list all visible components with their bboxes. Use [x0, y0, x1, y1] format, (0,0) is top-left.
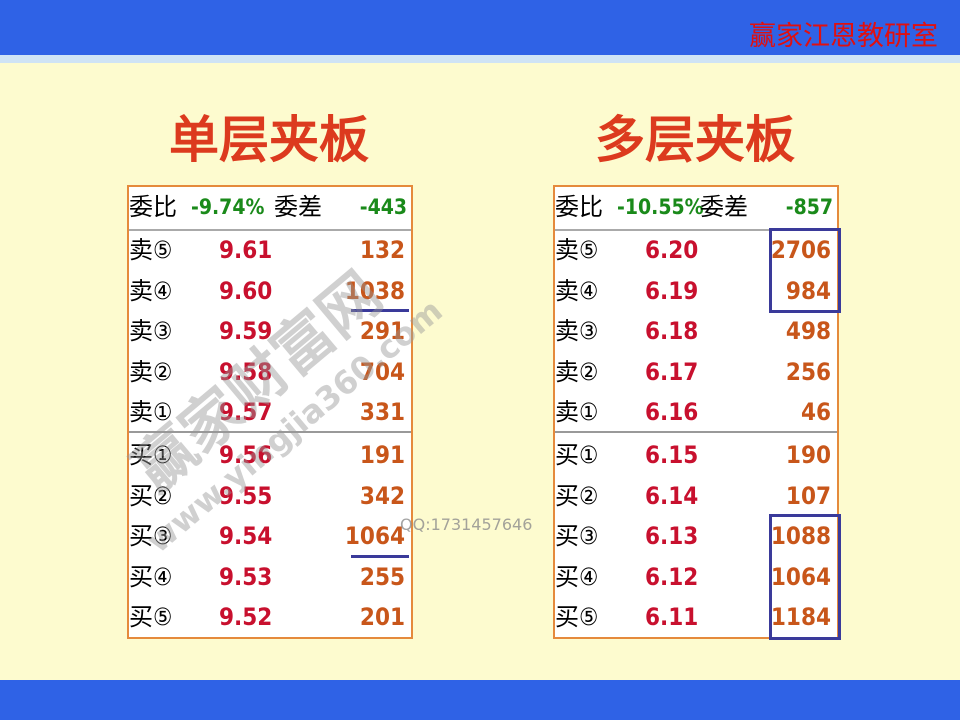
diff-value: -443	[359, 195, 407, 219]
price: 9.59	[219, 317, 273, 346]
level-label: 买①	[129, 441, 173, 469]
price: 6.18	[645, 317, 699, 346]
separator	[129, 229, 411, 231]
volume: 46	[800, 398, 831, 427]
top-bar	[0, 0, 960, 55]
separator	[555, 229, 837, 231]
top-strip	[0, 55, 960, 63]
highlight-box	[769, 228, 841, 314]
volume: 498	[785, 317, 831, 346]
ratio-label: 委比	[555, 193, 603, 221]
diff-value: -857	[785, 195, 833, 219]
level-label: 卖①	[555, 398, 599, 427]
level-label: 卖②	[129, 357, 173, 386]
price: 9.57	[219, 398, 273, 427]
order-book: 委比 -9.74% 委差 -443 卖⑤ 9.61 132 卖④ 9.60 1038 卖③ 9.59 2…	[127, 185, 413, 639]
watermark-qq: QQ:1731457646	[400, 515, 533, 534]
price: 6.16	[645, 398, 699, 427]
volume: 704	[359, 357, 405, 386]
volume: 984	[785, 276, 831, 305]
price: 6.15	[645, 441, 699, 469]
price: 6.14	[645, 481, 699, 510]
price: 6.13	[645, 522, 699, 551]
price: 6.17	[645, 357, 699, 386]
volume: 1064	[344, 522, 405, 551]
price: 6.19	[645, 276, 699, 305]
highlight-underline	[351, 309, 409, 313]
ratio-value: -9.74%	[191, 195, 265, 219]
highlight-underline	[351, 554, 409, 558]
volume: 256	[785, 357, 831, 386]
price: 9.55	[219, 481, 273, 510]
volume: 2706	[770, 236, 831, 264]
volume: 191	[359, 441, 405, 469]
level-label: 卖④	[129, 276, 173, 305]
price: 9.53	[219, 562, 273, 591]
price: 9.61	[219, 236, 273, 264]
level-label: 买③	[555, 522, 599, 551]
level-label: 卖③	[129, 317, 173, 346]
level-label: 买④	[555, 562, 599, 591]
price: 9.52	[219, 603, 273, 632]
diff-label: 委差	[700, 193, 748, 221]
order-book: 委比 -10.55% 委差 -857 卖⑤ 6.20 2706 卖④ 6.19 984 卖③ 6.18…	[553, 185, 841, 640]
level-label: 买④	[129, 562, 173, 591]
volume: 255	[359, 562, 405, 591]
level-label: 买⑤	[129, 603, 173, 632]
level-label: 卖②	[555, 357, 599, 386]
price: 9.58	[219, 357, 273, 386]
level-label: 卖④	[555, 276, 599, 305]
volume: 107	[785, 481, 831, 510]
price: 6.11	[645, 603, 699, 632]
panel-title: 多层夹板	[595, 111, 795, 169]
volume: 342	[359, 481, 405, 510]
level-label: 买②	[555, 481, 599, 510]
price: 6.20	[645, 236, 699, 264]
price: 6.12	[645, 562, 699, 591]
volume: 201	[359, 603, 405, 632]
level-label: 卖①	[129, 398, 173, 427]
level-label: 买③	[129, 522, 173, 551]
volume: 1088	[770, 522, 831, 551]
highlight-box	[769, 514, 841, 640]
price: 9.54	[219, 522, 273, 551]
volume: 132	[359, 236, 405, 264]
brand: 赢家江恩教研室	[749, 21, 938, 52]
level-label: 买①	[555, 441, 599, 469]
price: 9.56	[219, 441, 273, 469]
volume: 190	[785, 441, 831, 469]
level-label: 买⑤	[555, 603, 599, 632]
level-label: 卖⑤	[555, 236, 599, 264]
separator	[555, 431, 837, 433]
level-label: 卖③	[555, 317, 599, 346]
ratio-label: 委比	[129, 193, 177, 221]
level-label: 买②	[129, 481, 173, 510]
volume: 1184	[770, 603, 831, 632]
volume: 1038	[344, 276, 405, 305]
volume: 1064	[770, 562, 831, 591]
separator	[129, 431, 411, 433]
panel-title: 单层夹板	[169, 111, 369, 169]
volume: 291	[359, 317, 405, 346]
level-label: 卖⑤	[129, 236, 173, 264]
bottom-bar	[0, 680, 960, 720]
ratio-value: -10.55%	[617, 195, 704, 219]
price: 9.60	[219, 276, 273, 305]
diff-label: 委差	[274, 193, 322, 221]
volume: 331	[359, 398, 405, 427]
